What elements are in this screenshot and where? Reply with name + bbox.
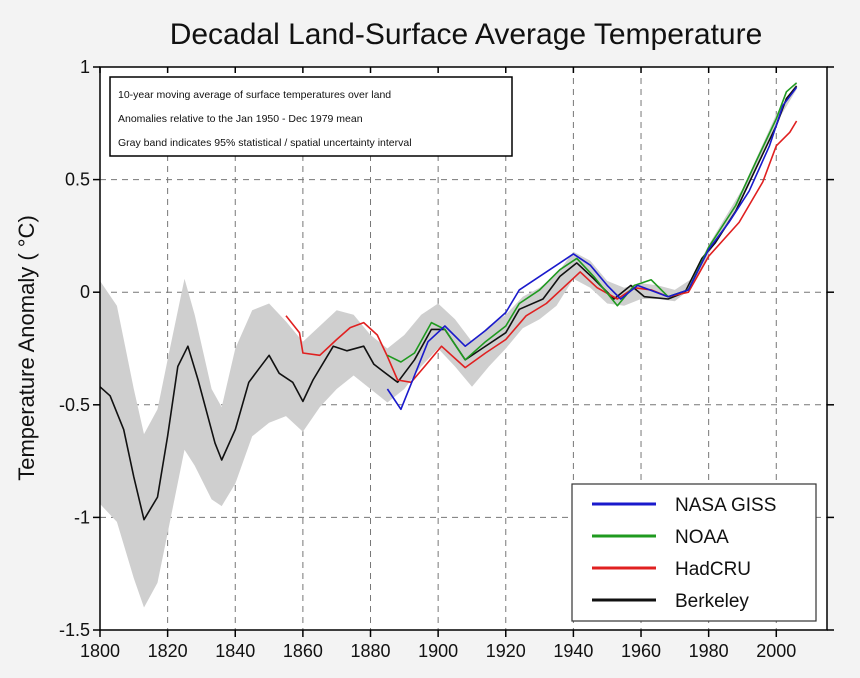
x-tick-label: 1900 (418, 641, 458, 661)
axis-ticks: 1800 1820 1840 1860 1880 1900 1920 1940 1960 1980… (59, 57, 834, 661)
annotation-line-1: 10-year moving average of surface temper… (118, 89, 391, 101)
uncertainty-band-area (100, 82, 797, 608)
annotation-line-2: Anomalies relative to the Jan 1950 - Dec… (118, 113, 363, 125)
uncertainty-band (100, 82, 797, 608)
annotation-line-3: Gray band indicates 95% statistical / sp… (118, 137, 412, 149)
x-tick-label: 1800 (80, 641, 120, 661)
series-lines (99, 82, 798, 521)
x-tick-label: 1980 (689, 641, 729, 661)
x-tick-label: 1920 (486, 641, 526, 661)
legend-label-noaa: NOAA (675, 527, 729, 548)
legend: NASA GISS NOAA HadCRU Berkeley (571, 483, 817, 622)
x-tick-label: 1940 (553, 641, 593, 661)
y-tick-label: 0 (80, 282, 90, 302)
series-line-berkeley (99, 85, 798, 521)
y-axis-label: Temperature Anomaly ( °C) (14, 215, 39, 481)
x-tick-label: 2000 (756, 641, 796, 661)
x-tick-label: 1820 (148, 641, 188, 661)
legend-label-nasa-giss: NASA GISS (675, 495, 776, 516)
y-tick-label: -0.5 (59, 395, 90, 415)
y-tick-label: -1 (74, 507, 90, 527)
x-tick-label: 1880 (350, 641, 390, 661)
y-tick-label: 1 (80, 57, 90, 77)
series-line-nasa-giss (386, 86, 798, 411)
annotation-box: 10-year moving average of surface temper… (109, 76, 513, 157)
plot-frame (99, 66, 828, 631)
chart-title: Decadal Land-Surface Average Temperature (170, 18, 763, 51)
y-tick-label: -1.5 (59, 620, 90, 640)
x-tick-label: 1960 (621, 641, 661, 661)
legend-label-hadcru: HadCRU (675, 559, 751, 580)
legend-label-berkeley: Berkeley (675, 591, 749, 612)
y-tick-label: 0.5 (65, 170, 90, 190)
x-tick-label: 1840 (215, 641, 255, 661)
x-tick-label: 1860 (283, 641, 323, 661)
series-line-hadcru (285, 120, 798, 384)
